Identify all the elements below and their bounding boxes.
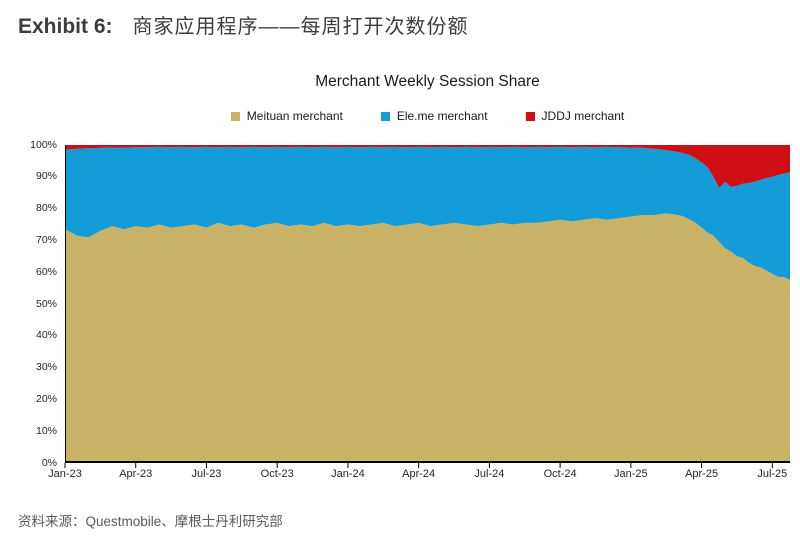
chart-title: Merchant Weekly Session Share	[315, 73, 540, 90]
area-ele-me-merchant	[65, 146, 790, 281]
x-tick-label: Jan-23	[48, 468, 82, 480]
x-tick-label: Jul-25	[757, 468, 788, 480]
x-tick-label: Apr-24	[402, 468, 436, 480]
y-tick-label: 80%	[35, 202, 57, 215]
legend-swatch-icon	[380, 111, 390, 121]
y-tick-label: 10%	[35, 424, 57, 437]
area-meituan-merchant	[65, 213, 790, 463]
x-tick-label: Oct-24	[543, 468, 577, 480]
x-tick-label: Oct-23	[260, 468, 294, 480]
x-tick-label: Jul-23	[191, 468, 222, 480]
legend-item-ele-me-merchant: Ele.me merchant	[380, 109, 488, 123]
legend-swatch-icon	[525, 111, 535, 121]
y-tick-label: 90%	[35, 170, 57, 183]
y-tick-label: 30%	[35, 361, 57, 374]
x-tick-label: Apr-25	[685, 468, 719, 480]
y-tick-label: 40%	[35, 329, 57, 342]
y-tick-label: 50%	[35, 297, 57, 310]
legend-label: JDDJ merchant	[541, 109, 625, 123]
area-jddj-merchant	[65, 145, 790, 188]
y-tick-label: 0%	[41, 456, 57, 469]
legend-item-jddj-merchant: JDDJ merchant	[525, 109, 625, 123]
x-tick-label: Jul-24	[474, 468, 505, 480]
x-tick-label: Jan-24	[331, 468, 365, 480]
x-tick-label: Apr-23	[119, 468, 153, 480]
exhibit-number-label: Exhibit 6:	[18, 15, 113, 38]
exhibit-header: Exhibit 6: 商家应用程序——每周打开次数份额	[18, 10, 469, 39]
stacked-area-plot	[64, 145, 790, 468]
chart-legend: Meituan merchant Ele.me merchant JDDJ merc…	[65, 109, 790, 123]
x-tick-label: Jan-25	[614, 468, 648, 480]
y-tick-label: 70%	[35, 233, 57, 246]
exhibit-title-chinese: 商家应用程序——每周打开次数份额	[132, 16, 469, 38]
source-attribution: 资料来源：Questmobile、摩根士丹利研究部	[18, 514, 283, 529]
y-tick-label: 100%	[30, 138, 57, 151]
y-tick-label: 60%	[35, 265, 57, 278]
y-tick-label: 20%	[35, 392, 57, 405]
legend-item-meituan-merchant: Meituan merchant	[230, 109, 343, 123]
legend-label: Ele.me merchant	[396, 109, 488, 123]
legend-swatch-icon	[230, 111, 240, 121]
legend-label: Meituan merchant	[246, 109, 343, 123]
